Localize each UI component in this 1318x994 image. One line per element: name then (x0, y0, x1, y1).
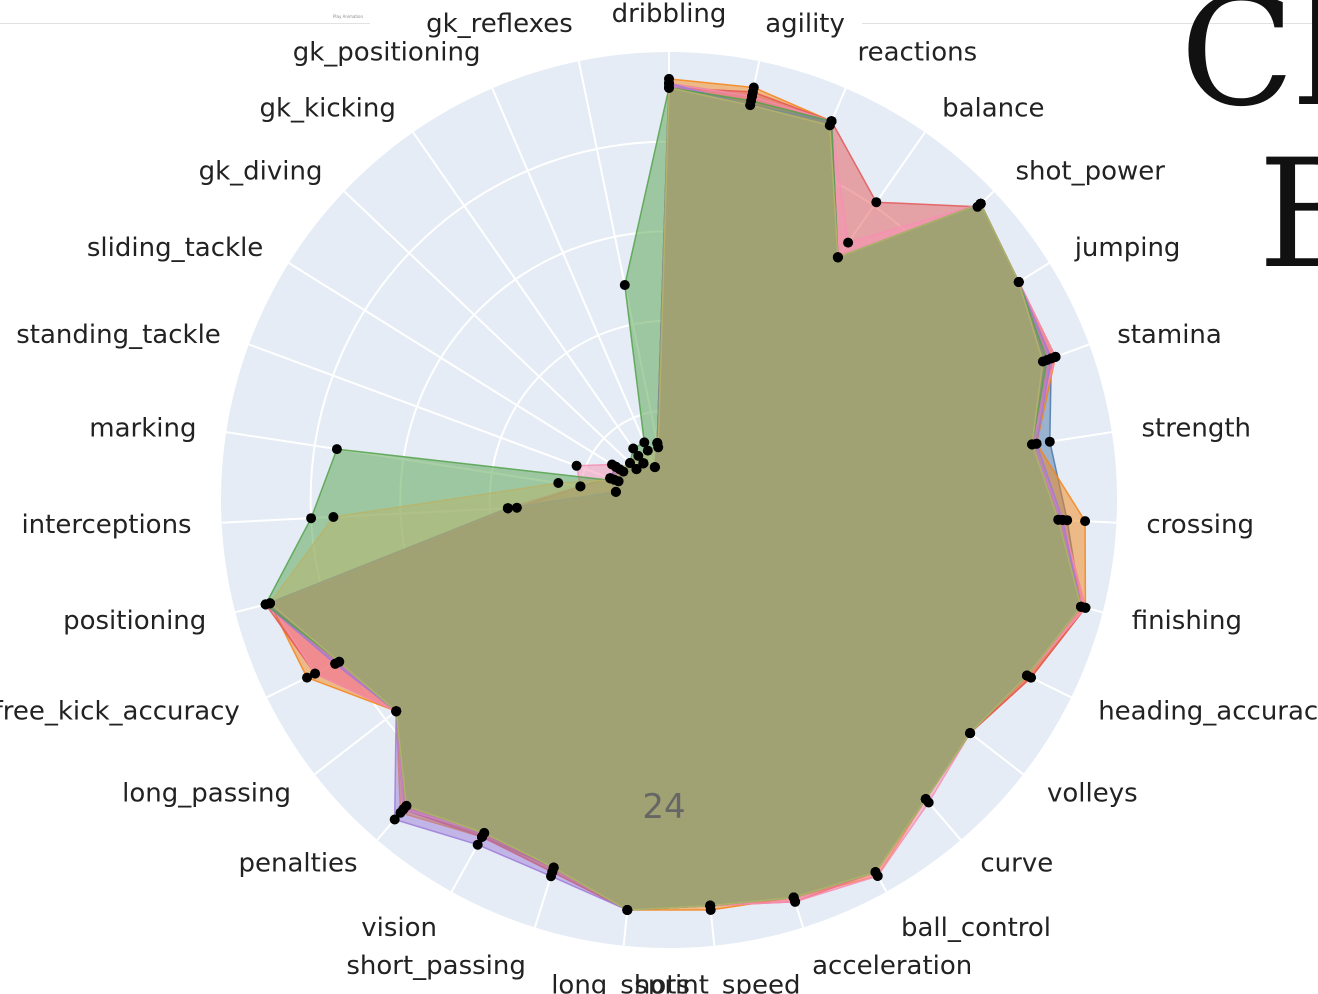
point-7-gk_kicking (633, 450, 644, 461)
point-7-jumping (1013, 277, 1024, 287)
axis-label-sliding_tackle: sliding_tackle (87, 233, 263, 263)
point-7-finishing (1076, 601, 1086, 612)
toolbar-divider-right (862, 23, 1318, 24)
corner-title-line1: Cl (1180, 0, 1318, 140)
point-6-gk_kicking (628, 443, 639, 454)
point-7-sliding_tackle (614, 464, 625, 475)
axis-label-finishing: finishing (1132, 606, 1242, 636)
point-2-crossing (1080, 516, 1091, 527)
point-7-crossing (1053, 514, 1064, 525)
axis-label-reactions: reactions (858, 38, 978, 68)
point-5-vision (472, 839, 483, 850)
axis-label-crossing: crossing (1146, 510, 1254, 540)
point-6-interceptions (306, 513, 317, 524)
axis-label-curve: curve (980, 849, 1053, 879)
point-7-strength (1027, 439, 1038, 450)
point-7-stamina (1037, 356, 1048, 367)
point-6-marking (331, 444, 342, 455)
point-3-interceptions (511, 502, 522, 513)
point-4-standing_tackle (571, 460, 582, 471)
point-7-gk_positioning (642, 445, 653, 456)
axis-label-dribbling: dribbling (612, 0, 727, 29)
axis-label-standing_tackle: standing_tackle (16, 320, 221, 350)
point-5-penalties (389, 814, 400, 825)
grid-spoke-gk_kicking (412, 131, 670, 501)
axis-label-penalties: penalties (238, 849, 357, 879)
point-7-acceleration (788, 892, 799, 903)
axis-label-jumping: jumping (1074, 233, 1181, 263)
corner-title-line2: B (1258, 128, 1318, 302)
axis-label-short_passing: short_passing (346, 951, 526, 981)
axis-label-gk_reflexes: gk_reflexes (426, 9, 573, 39)
axis-label-free_kick_accuracy: free_kick_accuracy (0, 697, 240, 727)
point-7-positioning (265, 598, 275, 609)
center-label: 24 (642, 787, 685, 827)
axis-label-interceptions: interceptions (21, 510, 191, 540)
point-1-strength (1044, 436, 1055, 447)
axis-label-heading_accuracy: heading_accuracy (1098, 697, 1318, 727)
point-4-marking (575, 481, 586, 492)
point-2-free_kick_accuracy (302, 672, 312, 683)
point-7-short_passing (548, 862, 559, 873)
point-7-interceptions (328, 512, 339, 522)
axis-label-marking: marking (89, 414, 196, 444)
point-7-gk_reflexes (653, 442, 664, 453)
point-5-gk_positioning (649, 462, 660, 473)
axis-label-long_passing: long_passing (122, 779, 291, 809)
point-5-interceptions (502, 503, 513, 514)
point-7-marking (553, 478, 564, 488)
point-7-volleys (965, 728, 976, 739)
axis-label-shot_power: shot_power (1016, 157, 1166, 187)
axis-label-ball_control: ball_control (901, 913, 1051, 943)
point-7-curve (920, 794, 931, 805)
axis-label-sprint_speed: sprint_speed (634, 971, 800, 994)
axis-label-balance: balance (942, 94, 1044, 124)
point-7-gk_diving (625, 458, 635, 468)
grid-spoke-sliding_tackle (288, 262, 670, 501)
point-5-marking (610, 486, 621, 497)
toolbar-divider-left (0, 23, 370, 24)
axis-label-acceleration: acceleration (812, 951, 972, 981)
axis-label-stamina: stamina (1117, 320, 1222, 350)
point-6-gk_positioning (639, 437, 650, 448)
point-7-free_kick_accuracy (334, 656, 345, 667)
point-7-agility (745, 100, 756, 111)
point-7-heading_accuracy (1022, 670, 1032, 681)
point-7-vision (479, 828, 490, 838)
axis-label-gk_positioning: gk_positioning (293, 38, 481, 68)
point-5-gk_diving (631, 464, 642, 475)
point-7-standing_tackle (609, 474, 620, 485)
point-6-gk_reflexes (619, 280, 630, 290)
point-5-short_passing (546, 871, 556, 882)
point-7-ball_control (870, 867, 881, 878)
axis-label-strength: strength (1142, 414, 1252, 444)
point-4-free_kick_accuracy (310, 668, 320, 679)
series-layer (264, 78, 1087, 911)
point-7-sprint_speed (705, 900, 716, 911)
play-animation-hint[interactable]: Play Animation (333, 14, 364, 19)
grid-spoke-gk_positioning (491, 87, 670, 501)
point-5-gk_kicking (638, 458, 649, 469)
point-7-dribbling (664, 82, 674, 93)
axis-label-gk_diving: gk_diving (199, 157, 323, 187)
point-7-shot_power (975, 198, 986, 209)
point-7-long_shots (622, 905, 633, 915)
axis-label-agility: agility (765, 9, 845, 39)
point-7-reactions (824, 120, 835, 131)
axis-label-positioning: positioning (63, 606, 206, 636)
point-4-balance (843, 237, 854, 248)
grid-spoke-gk_diving (343, 190, 670, 501)
point-3-balance (871, 197, 882, 208)
axis-label-long_shots: long_shots (551, 971, 690, 994)
axis-label-vision: vision (361, 913, 437, 943)
point-7-long_passing (391, 706, 402, 717)
point-7-penalties (401, 800, 412, 811)
axis-label-volleys: volleys (1047, 779, 1138, 809)
axis-label-gk_kicking: gk_kicking (259, 94, 395, 124)
marker-layer (260, 73, 1091, 915)
point-7-balance (832, 252, 843, 263)
